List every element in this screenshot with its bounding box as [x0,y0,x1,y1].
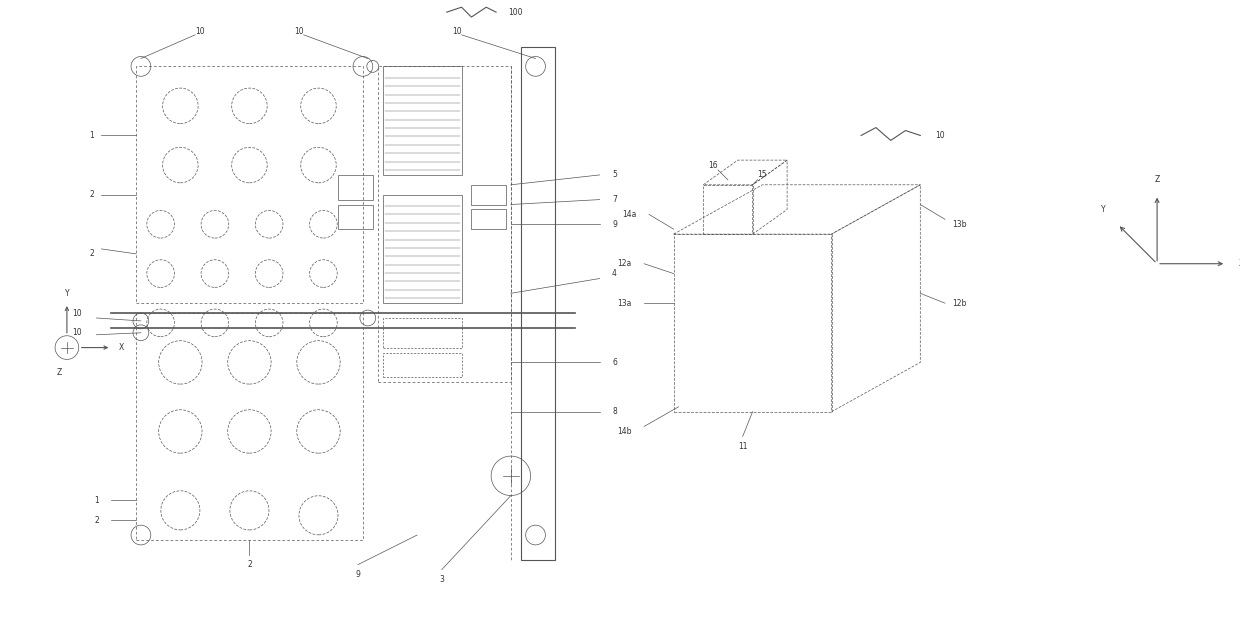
Bar [339,204,373,229]
Bar [136,313,363,540]
Text: 11: 11 [738,442,748,451]
Text: 10: 10 [451,27,461,36]
Text: 4: 4 [613,269,618,278]
Text: 10: 10 [72,308,82,318]
Text: 2: 2 [94,516,99,525]
Text: 15: 15 [758,170,768,179]
Text: 14a: 14a [622,210,636,219]
Text: 7: 7 [613,195,618,204]
Text: 2: 2 [89,190,94,199]
Bar [521,47,556,560]
Bar [339,175,373,199]
Bar [383,318,461,348]
Text: Y: Y [64,289,69,298]
Text: 10: 10 [935,131,945,140]
Text: Y: Y [1101,205,1105,214]
Bar [383,195,461,303]
Text: 6: 6 [613,358,618,367]
Text: 2: 2 [247,560,252,569]
Bar [673,234,832,411]
Bar [136,66,363,303]
Text: 1: 1 [89,131,94,140]
Text: 16: 16 [708,161,718,170]
Text: 10: 10 [72,329,82,337]
Text: Z: Z [1154,175,1159,184]
Bar [383,353,461,377]
Text: 5: 5 [613,170,618,179]
Text: 13a: 13a [618,299,631,308]
Text: 13b: 13b [952,220,967,229]
Text: Z: Z [56,368,62,377]
Text: 9: 9 [356,570,361,579]
Bar [703,185,753,234]
Text: 1: 1 [94,496,99,505]
Text: 100: 100 [508,8,523,16]
Text: 9: 9 [613,220,618,229]
Bar [383,66,461,175]
Bar [471,210,506,229]
Text: 10: 10 [195,27,205,36]
Text: X: X [119,343,124,352]
Text: 10: 10 [294,27,304,36]
Text: 2: 2 [89,249,94,258]
Text: X: X [1239,260,1240,268]
Text: 8: 8 [613,407,616,417]
Bar [471,185,506,204]
Text: 3: 3 [439,575,444,584]
Bar [378,66,511,382]
Text: 12b: 12b [952,299,967,308]
Text: 14b: 14b [618,427,631,436]
Text: 12a: 12a [618,260,631,268]
